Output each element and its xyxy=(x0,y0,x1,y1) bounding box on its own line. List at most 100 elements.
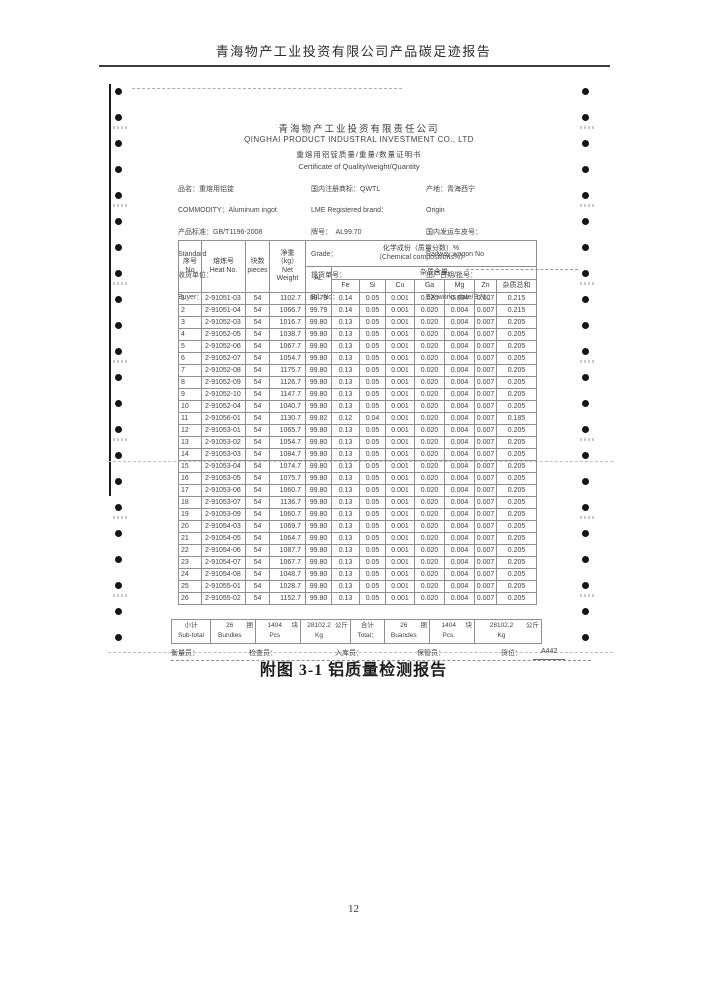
table-cell: 0.13 xyxy=(331,328,360,341)
table-cell: 1016.7 xyxy=(269,316,306,329)
table-cell: 0.007 xyxy=(474,436,497,449)
table-cell: 2-91053-04 xyxy=(201,460,246,473)
scan-artifact xyxy=(113,594,127,597)
table-cell: 54 xyxy=(245,448,270,461)
table-cell: 0.13 xyxy=(331,388,360,401)
table-cell: 0.020 xyxy=(414,592,445,605)
tractor-hole xyxy=(115,556,122,563)
table-cell: 0.05 xyxy=(359,304,386,317)
table-cell: 0.205 xyxy=(495,352,538,365)
table-cell: 0.004 xyxy=(444,508,475,521)
table-cell: 0.004 xyxy=(444,568,475,581)
table-cell: 4 xyxy=(178,328,202,341)
table-cell: 0.205 xyxy=(495,316,538,329)
table-cell: 0.020 xyxy=(414,400,445,413)
grade-label-cn: 牌号： AL99.70 xyxy=(311,228,362,236)
table-cell: 0.004 xyxy=(444,424,475,437)
total-label-cn: 合计 xyxy=(361,622,374,629)
subtotal-kg-value: 28102.2 xyxy=(307,622,331,629)
table-cell: 99.80 xyxy=(305,364,332,377)
table-cell: 2-91055-02 xyxy=(201,592,246,605)
table-cell: 0.001 xyxy=(385,460,415,473)
table-row: 1 2-91051-03 54 1102.7 99.79 0.14 0.05 0.001 0.0… xyxy=(178,292,538,305)
table-cell: 0.001 xyxy=(385,448,415,461)
col-header-impurity-total: 杂质总和 xyxy=(495,279,538,293)
table-cell: 54 xyxy=(245,460,270,473)
table-cell: 0.215 xyxy=(495,292,538,305)
table-cell: 0.020 xyxy=(414,448,445,461)
table-cell: 54 xyxy=(245,316,270,329)
table-cell: 9 xyxy=(178,388,202,401)
table-cell: 0.205 xyxy=(495,520,538,533)
table-cell: 21 xyxy=(178,532,202,545)
table-cell: 0.05 xyxy=(359,520,386,533)
table-cell: 0.007 xyxy=(474,520,497,533)
table-cell: 0.004 xyxy=(444,472,475,485)
assay-table: 序号 No 熔炼号 Heat No. 块数 pieces 净重 （kg） Net… xyxy=(178,240,538,605)
table-cell: 99.80 xyxy=(305,544,332,557)
table-cell: 0.05 xyxy=(359,328,386,341)
table-cell: 0.205 xyxy=(495,496,538,509)
table-cell: 2-91052-03 xyxy=(201,316,246,329)
table-cell: 0.05 xyxy=(359,568,386,581)
table-row: 4 2-91052-05 54 1038.7 99.80 0.13 0.05 0.001 0.0… xyxy=(178,328,538,341)
table-cell: 1067.7 xyxy=(269,556,306,569)
table-cell: 99.80 xyxy=(305,520,332,533)
col-header-cu: Cu xyxy=(385,279,415,293)
subtotal-bundles-value: 26 xyxy=(226,622,234,629)
scan-artifact xyxy=(580,204,594,207)
table-cell: 0.001 xyxy=(385,532,415,545)
table-cell: 54 xyxy=(245,292,270,305)
scan-artifact xyxy=(113,282,127,285)
tractor-hole xyxy=(582,114,589,121)
table-cell: 0.001 xyxy=(385,400,415,413)
table-row: 24 2-91054-08 54 1048.7 99.80 0.13 0.05 0.001 0.… xyxy=(178,568,538,581)
table-cell: 0.007 xyxy=(474,340,497,353)
page-number: 12 xyxy=(348,903,359,915)
tractor-hole xyxy=(582,296,589,303)
table-cell: 8 xyxy=(178,376,202,389)
tractor-hole xyxy=(115,504,122,511)
subtotal-label-cell: 小计 Sub-total xyxy=(171,619,211,644)
table-cell: 0.05 xyxy=(359,340,386,353)
table-cell: 54 xyxy=(245,352,270,365)
table-cell: 0.05 xyxy=(359,316,386,329)
table-cell: 20 xyxy=(178,520,202,533)
table-cell: 2 xyxy=(178,304,202,317)
table-cell: 2-91052-04 xyxy=(201,400,246,413)
table-cell: 0.001 xyxy=(385,544,415,557)
table-cell: 0.007 xyxy=(474,508,497,521)
table-cell: 0.001 xyxy=(385,436,415,449)
table-cell: 2-91053-06 xyxy=(201,484,246,497)
scan-artifact xyxy=(580,516,594,519)
table-cell: 0.205 xyxy=(495,400,538,413)
subtotal-label-cn: 小计 xyxy=(184,622,198,629)
tractor-hole xyxy=(582,166,589,173)
scan-artifact xyxy=(113,516,127,519)
table-cell: 2-91052-06 xyxy=(201,340,246,353)
table-cell: 2-91053-03 xyxy=(201,448,246,461)
table-cell: 0.007 xyxy=(474,460,497,473)
tractor-hole xyxy=(115,374,122,381)
table-row: 6 2-91052-07 54 1054.7 99.80 0.13 0.05 0.001 0.0… xyxy=(178,352,538,365)
table-cell: 0.007 xyxy=(474,364,497,377)
table-cell: 0.001 xyxy=(385,508,415,521)
tractor-hole xyxy=(582,400,589,407)
table-cell: 1038.7 xyxy=(269,328,306,341)
table-cell: 0.205 xyxy=(495,376,538,389)
table-cell: 54 xyxy=(245,508,270,521)
tractor-hole xyxy=(115,218,122,225)
total-kg-cell: 28102.2 Kg 公斤 xyxy=(474,619,542,644)
tractor-hole xyxy=(582,608,589,615)
table-cell: 54 xyxy=(245,304,270,317)
table-cell: 0.05 xyxy=(359,580,386,593)
tractor-hole xyxy=(115,244,122,251)
tractor-hole xyxy=(582,244,589,251)
header-rule xyxy=(99,65,610,67)
table-cell: 0.007 xyxy=(474,568,497,581)
col-header-mg: Mg xyxy=(444,279,475,293)
subtotal-bundles-cell: 26 Bundles 捆 xyxy=(210,619,256,644)
table-cell: 0.205 xyxy=(495,556,538,569)
total-pcs-unit: 块 xyxy=(465,622,473,629)
table-cell: 0.001 xyxy=(385,412,415,425)
